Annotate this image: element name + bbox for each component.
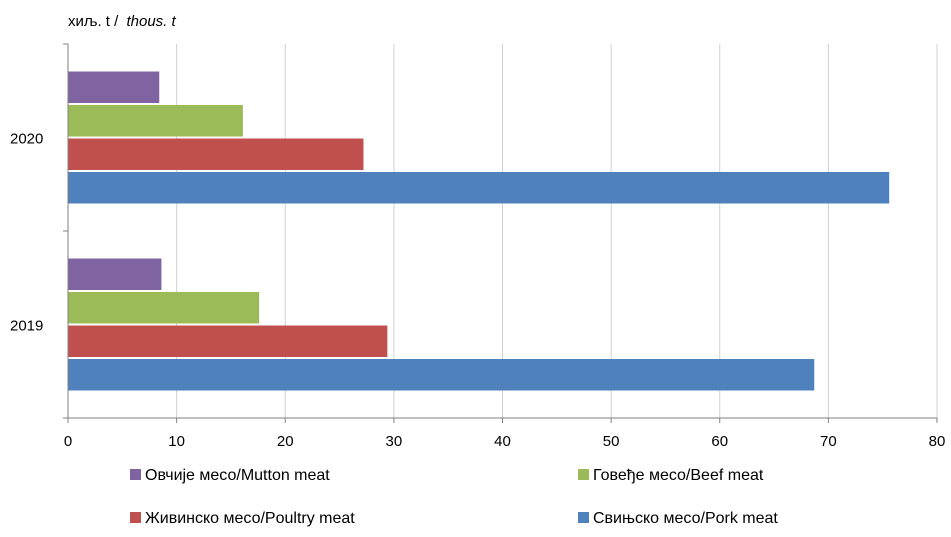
x-tick-label: 50 bbox=[603, 433, 620, 450]
bar-2019-series-0 bbox=[68, 258, 162, 290]
unit-label-latin: thous. t bbox=[126, 13, 176, 30]
bars bbox=[68, 71, 890, 391]
legend-label-2: Живинско месо/Poultry meat bbox=[145, 510, 355, 527]
bar-2020-series-3 bbox=[68, 172, 890, 204]
legend-swatch-3 bbox=[578, 512, 589, 523]
y-category-label: 2020 bbox=[10, 131, 43, 148]
x-tick-label: 80 bbox=[929, 433, 946, 450]
bar-2019-series-3 bbox=[68, 359, 815, 391]
gridlines bbox=[176, 44, 938, 418]
legend-swatch-0 bbox=[130, 469, 141, 480]
legend-swatch-1 bbox=[578, 469, 589, 480]
x-tick-label: 20 bbox=[277, 433, 294, 450]
bar-2019-series-2 bbox=[68, 325, 388, 357]
x-tick-label: 10 bbox=[168, 433, 185, 450]
legend-swatch-2 bbox=[130, 512, 141, 523]
bar-2020-series-1 bbox=[68, 105, 243, 137]
axes: 0 10 20 30 40 50 60 70 80 2020 2019 bbox=[10, 43, 946, 450]
bar-2020-series-2 bbox=[68, 138, 364, 170]
legend-label-0: Овчије месо/Mutton meat bbox=[145, 467, 330, 484]
legend: Овчије месо/Mutton meat Говеђе месо/Beef … bbox=[130, 467, 778, 527]
unit-label: хиљ. t / thous. t bbox=[68, 13, 177, 30]
x-tick-label: 30 bbox=[386, 433, 403, 450]
bar-2019-series-1 bbox=[68, 292, 260, 324]
x-tick-label: 0 bbox=[64, 433, 72, 450]
legend-label-3: Свињско месо/Pork meat bbox=[593, 510, 778, 527]
x-tick-label: 40 bbox=[494, 433, 511, 450]
y-category-label: 2019 bbox=[10, 318, 43, 335]
x-tick-label: 70 bbox=[820, 433, 837, 450]
x-tick-label: 60 bbox=[711, 433, 728, 450]
bar-2020-series-0 bbox=[68, 71, 160, 103]
legend-label-1: Говеђе месо/Beef meat bbox=[593, 467, 764, 484]
unit-label-cyrillic: хиљ. t / bbox=[68, 13, 119, 30]
